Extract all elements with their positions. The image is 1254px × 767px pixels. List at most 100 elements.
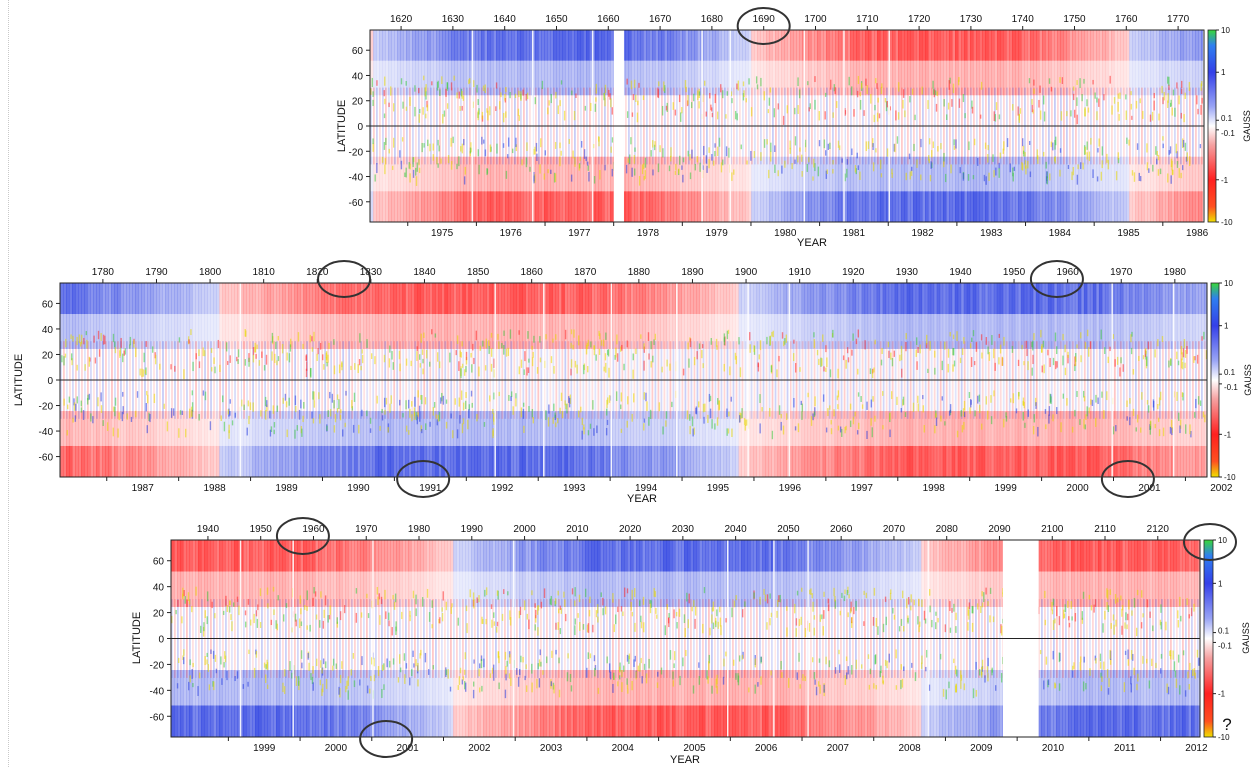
top-tick-label: 2100 — [1041, 524, 1064, 535]
bottom-tick-label: 1987 — [132, 483, 155, 494]
top-tick-label: 1630 — [442, 14, 465, 25]
bottom-tick-label: 2002 — [468, 743, 491, 754]
top-tick-label: 1730 — [960, 14, 983, 25]
highlight-circle — [1029, 260, 1084, 298]
bottom-tick-label: 2003 — [540, 743, 563, 754]
top-tick-label: 1950 — [250, 524, 273, 535]
colorbar-tick-label: 1 — [1218, 579, 1223, 588]
top-tick-label: 1940 — [197, 524, 220, 535]
bottom-tick-label: 1999 — [995, 483, 1018, 494]
bottom-tick-label: 1989 — [275, 483, 298, 494]
y-tick-label: -40 — [39, 427, 54, 438]
highlight-circle — [275, 517, 330, 555]
colorbar-tick-label: 0.1 — [1218, 627, 1230, 636]
bottom-tick-label: 2007 — [827, 743, 850, 754]
top-tick-label: 1750 — [1063, 14, 1086, 25]
top-tick-label: 2060 — [830, 524, 853, 535]
top-tick-label: 1860 — [521, 267, 544, 278]
axes-layer: 60 40 20 0 -20 -40 -60 1975 1976 1977 1978 1979 1980… — [349, 7, 1235, 239]
bottom-tick-label: 1999 — [253, 743, 276, 754]
top-tick-label: 1980 — [1164, 267, 1187, 278]
y-tick-label: -40 — [349, 173, 364, 184]
top-tick-label: 1740 — [1012, 14, 1035, 25]
colorbar-tick-label: -0.1 — [1218, 641, 1232, 650]
y-tick-label: 40 — [352, 71, 364, 82]
bottom-tick-label: 1975 — [431, 228, 454, 239]
x-axis-label: YEAR — [627, 493, 657, 505]
bottom-tick-label: 1983 — [980, 228, 1003, 239]
colorbar-tick-label: -1 — [1224, 430, 1232, 439]
highlight-circle — [317, 260, 372, 298]
top-tick-label: 1770 — [1167, 14, 1190, 25]
top-tick-label: 2010 — [566, 524, 589, 535]
colorbar-tick-label: 1 — [1221, 68, 1226, 77]
colorbar — [1207, 29, 1217, 223]
top-tick-label: 2120 — [1147, 524, 1170, 535]
y-tick-label: 60 — [352, 46, 364, 57]
bottom-tick-label: 2008 — [898, 743, 921, 754]
top-tick-label: 1930 — [896, 267, 919, 278]
bottom-tick-label: 2004 — [612, 743, 635, 754]
bottom-tick-label: 2011 — [1114, 743, 1136, 754]
top-tick-label: 1880 — [628, 267, 651, 278]
top-tick-label: 1910 — [789, 267, 812, 278]
colorbar-tick-label: -1 — [1221, 176, 1229, 185]
bottom-tick-label: 1982 — [911, 228, 934, 239]
top-tick-label: 1840 — [413, 267, 436, 278]
top-tick-label: 1820 — [306, 267, 329, 278]
top-tick-label: 1920 — [842, 267, 865, 278]
bottom-tick-label: 2005 — [683, 743, 706, 754]
bottom-tick-label: 2000 — [1066, 483, 1089, 494]
top-tick-label: 2090 — [988, 524, 1011, 535]
highlight-circle — [396, 460, 451, 498]
top-tick-label: 1670 — [649, 14, 672, 25]
bottom-tick-label: 1990 — [347, 483, 370, 494]
y-tick-label: 40 — [42, 325, 54, 336]
top-tick-label: 2070 — [883, 524, 906, 535]
highlight-circle — [359, 720, 414, 758]
bottom-tick-label: 1981 — [843, 228, 866, 239]
top-tick-label: 1680 — [701, 14, 724, 25]
y-tick-label: -20 — [39, 402, 54, 413]
top-tick-label: 1700 — [804, 14, 827, 25]
top-tick-label: 1940 — [949, 267, 972, 278]
colorbar-tick-label: -10 — [1218, 733, 1230, 742]
bottom-tick-label: 1993 — [563, 483, 586, 494]
colorbar-label: GAUSS — [1242, 110, 1252, 142]
bottom-tick-label: 1995 — [707, 483, 730, 494]
x-axis-label: YEAR — [670, 754, 700, 766]
bottom-tick-label: 1991 — [419, 483, 442, 494]
top-tick-label: 1780 — [92, 267, 115, 278]
top-tick-label: 1870 — [574, 267, 597, 278]
bottom-tick-label: 1992 — [491, 483, 514, 494]
top-tick-label: 1800 — [199, 267, 222, 278]
colorbar-label: GAUSS — [1243, 364, 1253, 396]
colorbar-tick-label: -10 — [1221, 218, 1233, 227]
top-tick-label: 1760 — [1115, 14, 1138, 25]
top-tick-label: 1900 — [735, 267, 758, 278]
y-tick-label: 20 — [352, 97, 364, 108]
y-axis-label: LATITUDE — [13, 354, 25, 406]
bottom-tick-label: 1996 — [779, 483, 802, 494]
top-tick-label: 1660 — [597, 14, 620, 25]
y-tick-label: -20 — [150, 660, 165, 671]
bottom-tick-label: 2009 — [970, 743, 993, 754]
top-tick-label: 2020 — [619, 524, 642, 535]
top-tick-label: 1830 — [360, 267, 383, 278]
colorbar-tick-label: -0.1 — [1224, 383, 1238, 392]
top-tick-label: 2050 — [777, 524, 800, 535]
y-tick-label: -60 — [349, 198, 364, 209]
colorbar-tick-label: 0.1 — [1224, 368, 1236, 377]
top-tick-label: 1850 — [467, 267, 490, 278]
colorbar-tick-label: 1 — [1224, 322, 1229, 331]
y-tick-label: 60 — [153, 557, 165, 568]
bottom-tick-label: 1984 — [1049, 228, 1072, 239]
page-margin-guide — [8, 0, 10, 767]
bottom-tick-label: 1978 — [637, 228, 660, 239]
bottom-tick-label: 1979 — [706, 228, 729, 239]
bottom-tick-label: 1977 — [568, 228, 591, 239]
